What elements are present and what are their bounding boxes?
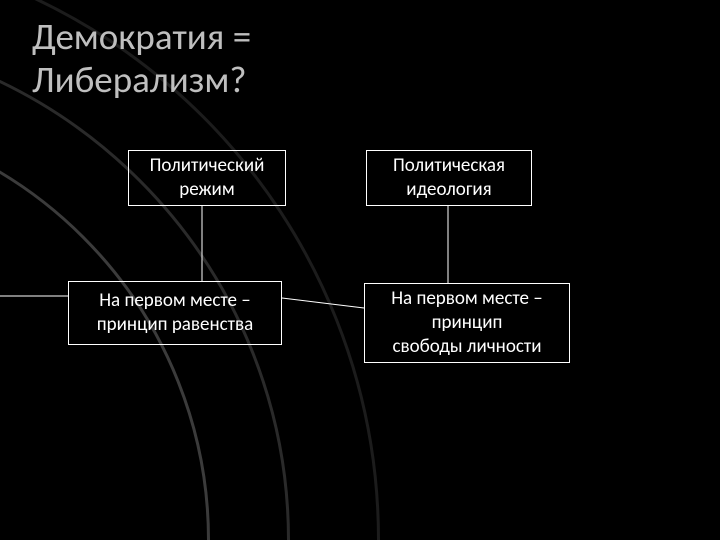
box-regime: Политический режим bbox=[128, 150, 286, 206]
box-equality-label: На первом месте – принцип равенства bbox=[97, 289, 253, 337]
box-ideology-label: Политическая идеология bbox=[393, 154, 505, 202]
page-title: Демократия = Либерализм? bbox=[32, 16, 251, 101]
title-line-1: Демократия = bbox=[32, 14, 251, 59]
box-freedom-label: На первом месте – принцип свободы личнос… bbox=[391, 287, 543, 358]
box-equality: На первом месте – принцип равенства bbox=[68, 281, 282, 345]
title-line-2: Либерализм? bbox=[32, 57, 247, 102]
box-regime-label: Политический режим bbox=[150, 154, 265, 202]
box-ideology: Политическая идеология bbox=[366, 150, 532, 206]
box-freedom: На первом месте – принцип свободы личнос… bbox=[364, 283, 570, 363]
connector-2 bbox=[282, 298, 364, 308]
